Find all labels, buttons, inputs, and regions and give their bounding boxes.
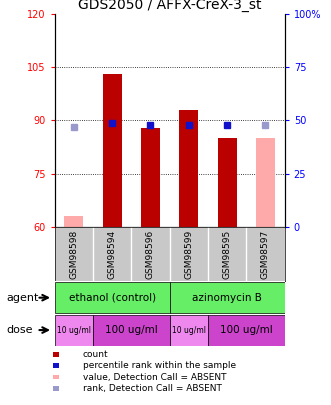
Bar: [217, 138, 237, 227]
Text: percentile rank within the sample: percentile rank within the sample: [83, 361, 236, 370]
Text: ethanol (control): ethanol (control): [69, 293, 156, 303]
Bar: [169, 282, 285, 313]
Bar: [208, 315, 285, 345]
Bar: [64, 216, 83, 227]
Text: 10 ug/ml: 10 ug/ml: [57, 326, 91, 335]
Text: 100 ug/ml: 100 ug/ml: [105, 325, 158, 335]
Text: 100 ug/ml: 100 ug/ml: [220, 325, 273, 335]
Title: GDS2050 / AFFX-CreX-3_st: GDS2050 / AFFX-CreX-3_st: [78, 0, 261, 12]
Text: rank, Detection Call = ABSENT: rank, Detection Call = ABSENT: [83, 384, 222, 393]
Text: value, Detection Call = ABSENT: value, Detection Call = ABSENT: [83, 373, 226, 382]
Text: 10 ug/ml: 10 ug/ml: [172, 326, 206, 335]
Bar: [179, 110, 198, 227]
Text: GSM98594: GSM98594: [108, 230, 117, 279]
Text: GSM98595: GSM98595: [223, 230, 232, 279]
Text: agent: agent: [7, 293, 39, 303]
Text: GSM98599: GSM98599: [184, 230, 193, 279]
Text: GSM98597: GSM98597: [261, 230, 270, 279]
Text: GSM98596: GSM98596: [146, 230, 155, 279]
Bar: [55, 282, 169, 313]
Text: GSM98598: GSM98598: [69, 230, 78, 279]
Text: count: count: [83, 350, 108, 359]
Text: dose: dose: [7, 325, 33, 335]
Bar: [103, 75, 122, 227]
Bar: [55, 315, 93, 345]
Bar: [256, 138, 275, 227]
Bar: [141, 128, 160, 227]
Bar: [169, 315, 208, 345]
Bar: [93, 315, 169, 345]
Text: azinomycin B: azinomycin B: [192, 293, 262, 303]
